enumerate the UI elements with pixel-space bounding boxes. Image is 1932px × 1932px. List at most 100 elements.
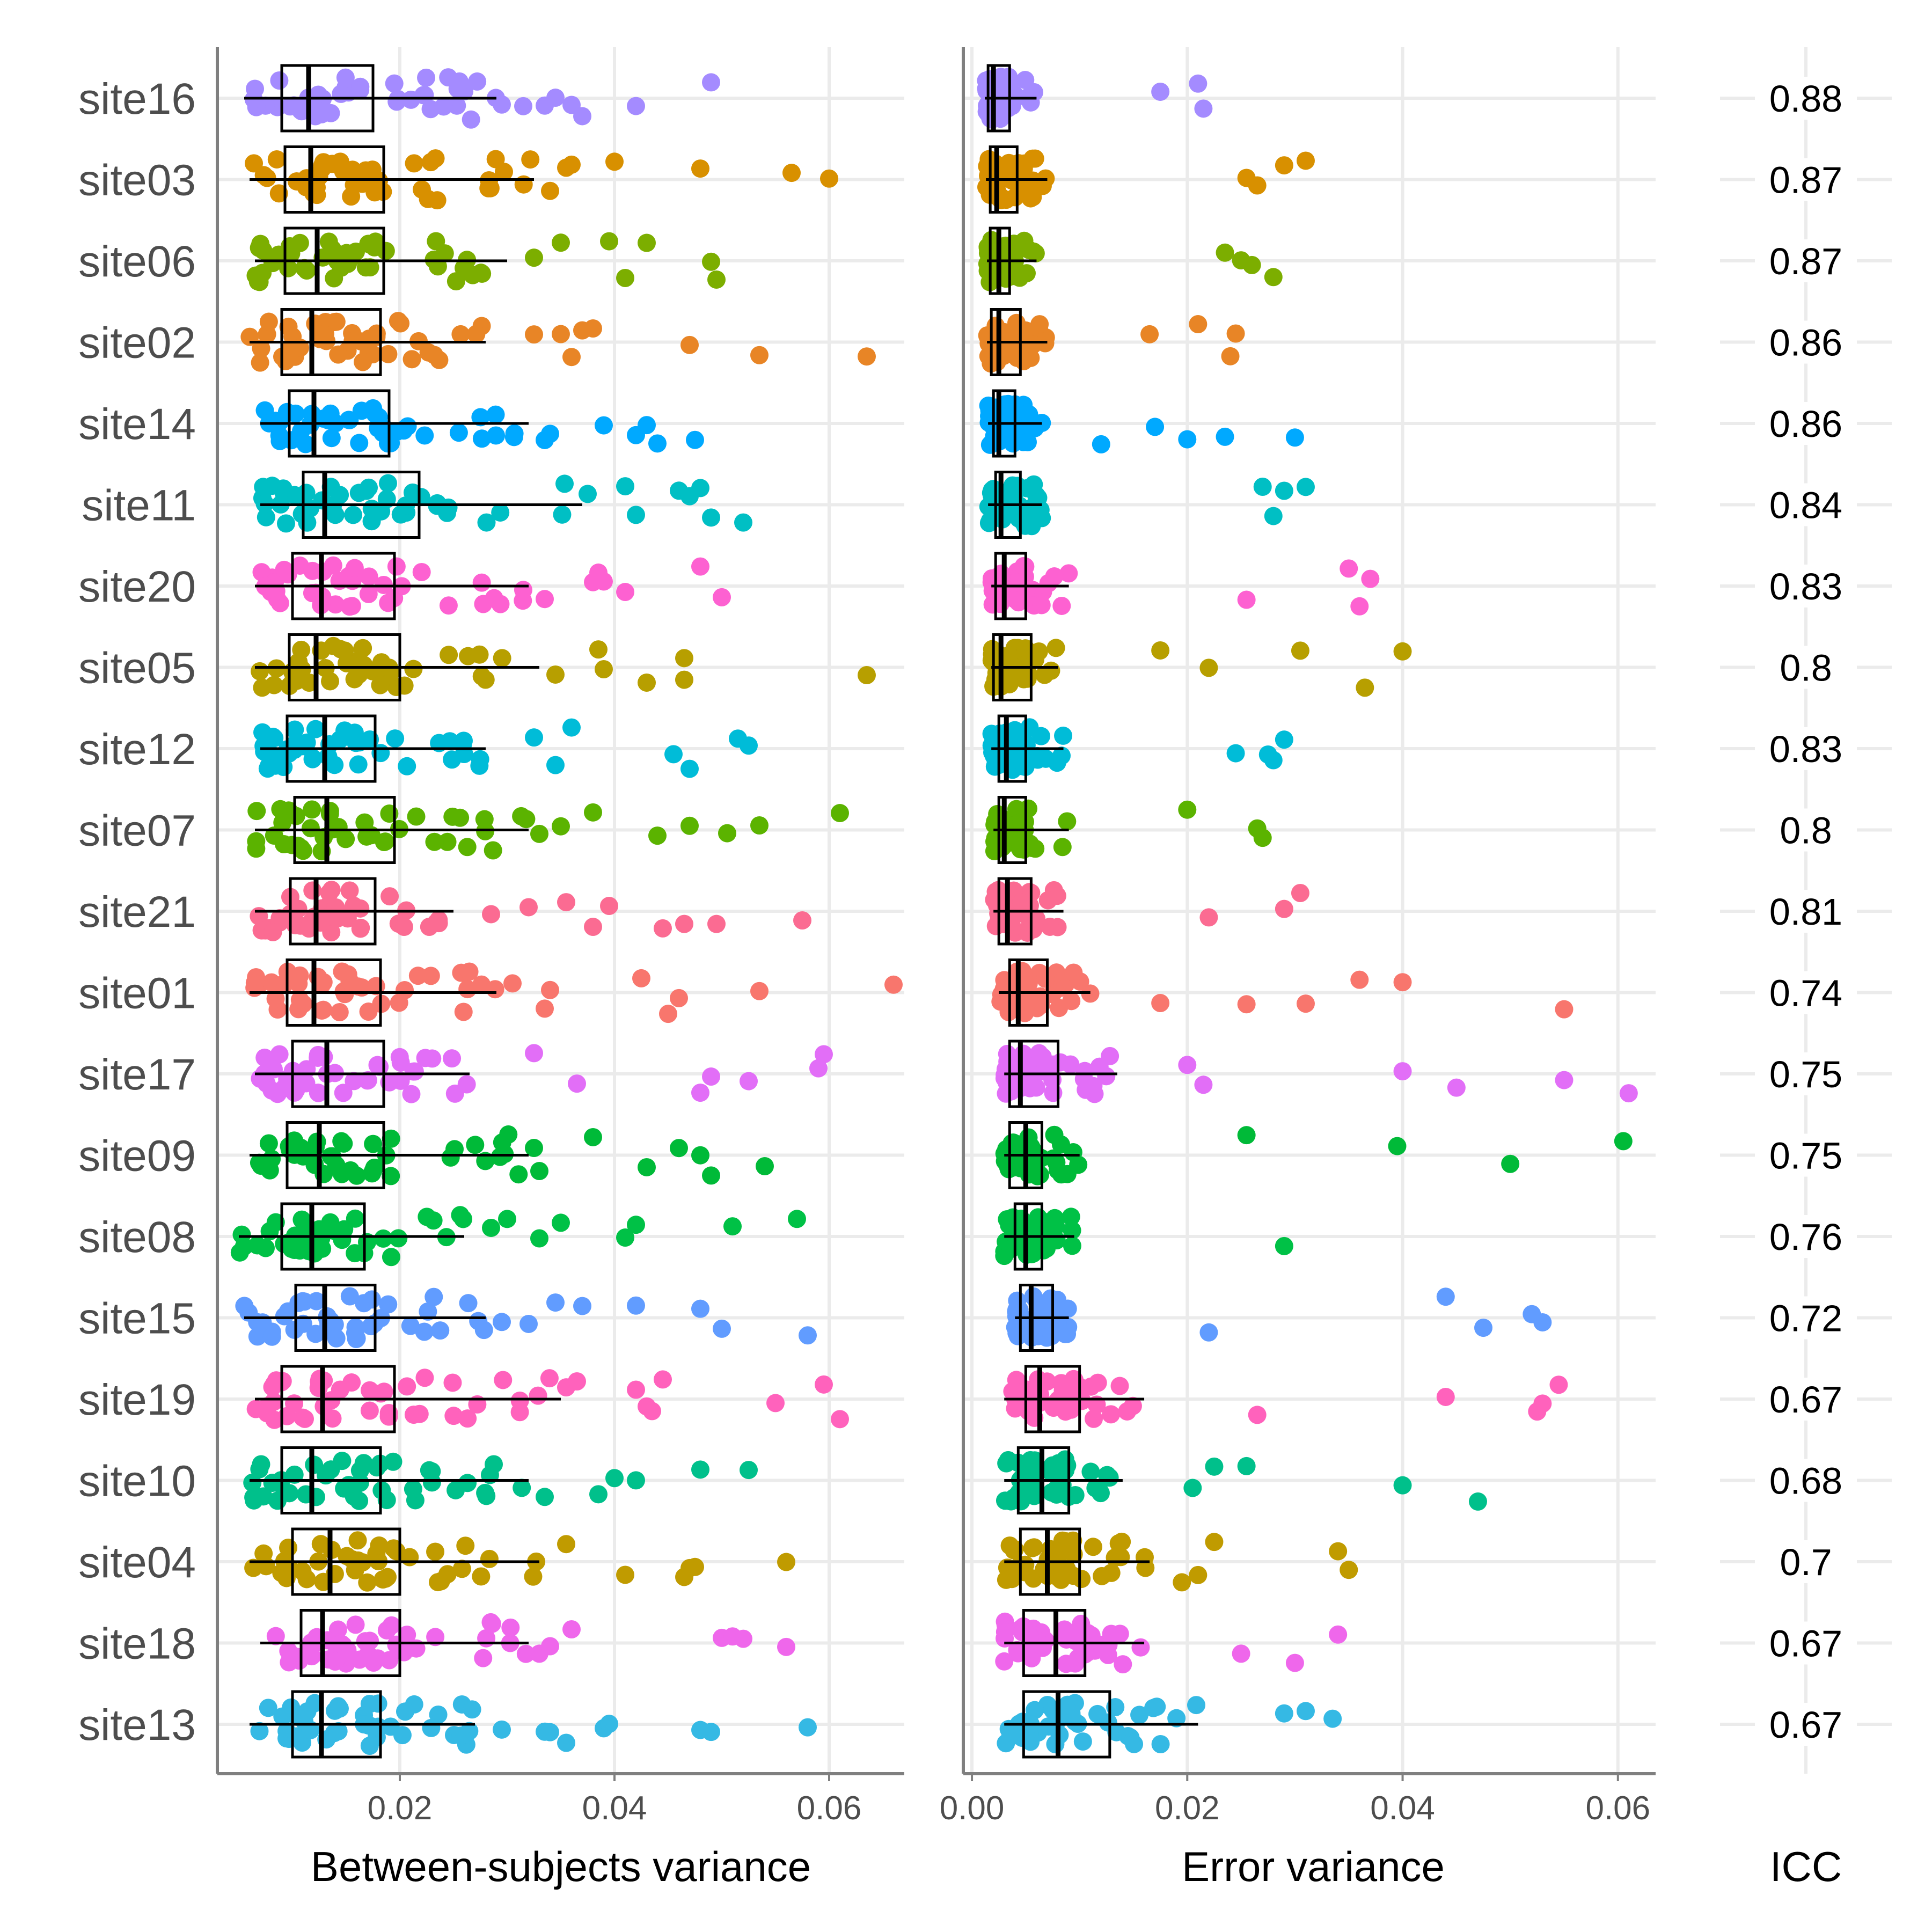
outlier-point <box>589 640 608 659</box>
outlier-point <box>1549 1375 1568 1394</box>
data-point <box>346 1318 365 1337</box>
data-point <box>327 1156 346 1175</box>
data-point <box>1046 1485 1065 1504</box>
data-point <box>324 556 342 575</box>
data-point <box>248 1327 267 1346</box>
data-point <box>246 266 265 285</box>
outlier-point <box>584 1128 602 1146</box>
data-point <box>471 750 489 769</box>
data-point <box>474 1321 493 1340</box>
outlier-point <box>1237 995 1256 1014</box>
outlier-point <box>1178 800 1197 819</box>
data-point <box>480 1549 499 1568</box>
site-label: site18 <box>78 1620 196 1668</box>
data-point <box>1106 1548 1124 1567</box>
outlier-point <box>1216 243 1234 262</box>
icc-label-bg <box>1755 1378 1857 1421</box>
outlier-point <box>616 477 634 496</box>
outlier-point <box>1199 908 1218 927</box>
icc-label-bg <box>1755 808 1857 852</box>
data-point <box>997 1084 1015 1103</box>
icc-label-bg <box>1755 1215 1857 1258</box>
outlier-point <box>740 736 758 755</box>
data-point <box>244 1558 263 1577</box>
outlier-point <box>541 181 559 200</box>
data-point <box>288 1136 306 1155</box>
data-point <box>313 1239 332 1258</box>
data-point <box>362 1317 380 1336</box>
data-point <box>346 1244 364 1263</box>
data-point <box>260 1161 279 1180</box>
data-point <box>412 562 431 581</box>
data-point <box>332 84 350 103</box>
site-label: site06 <box>78 237 196 286</box>
data-point <box>1009 509 1028 528</box>
data-point <box>263 1474 282 1492</box>
data-point <box>349 755 368 774</box>
data-point <box>297 484 316 502</box>
data-point <box>1005 1541 1023 1560</box>
icc-value: 0.8 <box>1780 810 1832 852</box>
outlier-point <box>750 816 769 835</box>
data-point <box>977 71 996 90</box>
outlier-point <box>670 989 688 1007</box>
outlier-point <box>605 1469 624 1488</box>
outlier-point <box>1151 994 1170 1013</box>
data-point <box>429 911 448 930</box>
data-point <box>470 645 489 664</box>
data-point <box>986 829 1005 847</box>
data-point <box>379 345 398 363</box>
data-point <box>1031 727 1050 745</box>
icc-label-bg <box>1755 565 1857 608</box>
site-label: site02 <box>78 319 196 368</box>
data-point <box>1035 665 1054 684</box>
box-iqr <box>291 1690 382 1759</box>
data-point <box>462 110 480 129</box>
site-label: site16 <box>78 75 196 123</box>
data-point <box>482 1614 501 1633</box>
outlier-point <box>552 1213 570 1232</box>
data-point <box>451 1206 470 1225</box>
data-point <box>447 272 465 291</box>
icc-value: 0.67 <box>1769 1704 1842 1746</box>
data-point <box>289 899 308 918</box>
icc-label-bg <box>1755 239 1857 282</box>
outlier-point <box>723 1217 742 1236</box>
data-point <box>340 881 359 900</box>
outlier-point <box>1140 325 1159 343</box>
data-point <box>452 1560 471 1578</box>
data-point <box>524 1567 543 1586</box>
data-point <box>996 1622 1014 1641</box>
outlier-point <box>1194 1075 1213 1094</box>
data-point <box>486 980 504 999</box>
data-point <box>298 1702 317 1721</box>
data-point <box>361 1631 379 1650</box>
data-point <box>444 1407 463 1425</box>
site-label: site05 <box>78 644 196 693</box>
box-iqr <box>283 145 385 214</box>
outlier-point <box>1474 1319 1493 1337</box>
data-point <box>341 1161 360 1180</box>
data-point <box>301 819 320 838</box>
icc-value: 0.75 <box>1769 1053 1842 1095</box>
data-point <box>443 1049 462 1068</box>
data-point <box>1026 839 1045 858</box>
outlier-point <box>1291 641 1309 660</box>
data-point <box>293 1292 312 1311</box>
icc-value: 0.83 <box>1769 728 1842 770</box>
box-iqr <box>997 796 1027 864</box>
outlier-point <box>1199 658 1218 677</box>
data-point <box>344 506 363 524</box>
outlier-point <box>766 1394 785 1413</box>
data-point <box>999 1051 1018 1070</box>
outlier-point <box>1619 1084 1638 1103</box>
data-point <box>270 71 289 90</box>
outlier-point <box>557 1733 575 1752</box>
data-point <box>472 573 491 592</box>
data-point <box>1014 557 1033 575</box>
data-point <box>996 1491 1014 1510</box>
site-label: site10 <box>78 1457 196 1506</box>
data-point <box>370 1536 389 1555</box>
data-point <box>1052 1135 1071 1154</box>
data-point <box>1088 1373 1107 1392</box>
